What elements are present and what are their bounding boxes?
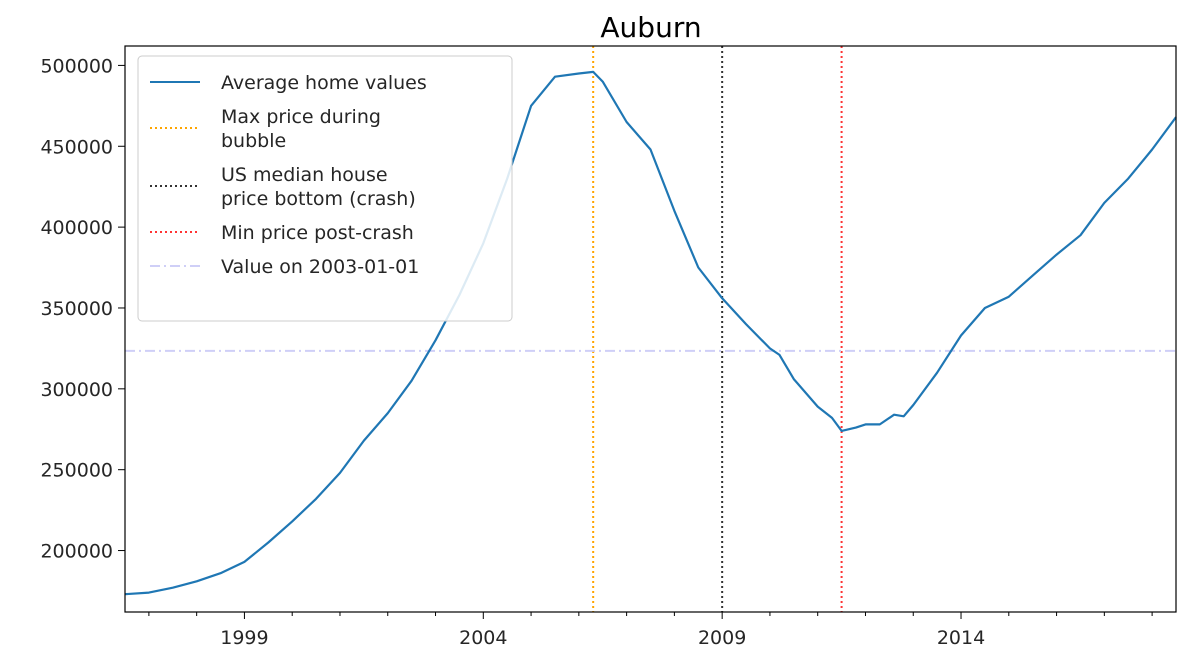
y-tick-label: 200000 xyxy=(40,541,113,563)
legend-label: price bottom (crash) xyxy=(221,188,416,210)
y-tick-label: 250000 xyxy=(40,460,113,482)
y-tick-label: 300000 xyxy=(40,379,113,401)
chart-title: Auburn xyxy=(600,11,701,44)
x-tick-label: 2009 xyxy=(698,627,746,649)
legend-label: Value on 2003-01-01 xyxy=(221,256,419,278)
legend-label: US median house xyxy=(221,164,388,186)
legend: Average home values Max price duringbubbl… xyxy=(137,55,513,322)
legend-box xyxy=(137,55,513,322)
y-tick-label: 450000 xyxy=(40,136,113,158)
plot-area xyxy=(124,46,1177,612)
plot-frame xyxy=(124,45,1177,613)
legend-label: Max price during xyxy=(221,106,381,128)
series-line-0 xyxy=(124,70,1177,596)
x-tick-label: 1999 xyxy=(220,627,268,649)
x-tick-label: 2004 xyxy=(459,627,507,649)
x-tick-label: 2014 xyxy=(937,627,985,649)
y-tick-label: 500000 xyxy=(40,55,113,77)
legend-label: Min price post-crash xyxy=(221,222,414,244)
axes: 1999 2004 2009 2014 200000 250000 300000 350000… xyxy=(40,45,1177,649)
y-tick-label: 350000 xyxy=(40,298,113,320)
legend-label: Average home values xyxy=(221,72,427,94)
legend-label: bubble xyxy=(221,130,286,152)
y-tick-label: 400000 xyxy=(40,217,113,239)
